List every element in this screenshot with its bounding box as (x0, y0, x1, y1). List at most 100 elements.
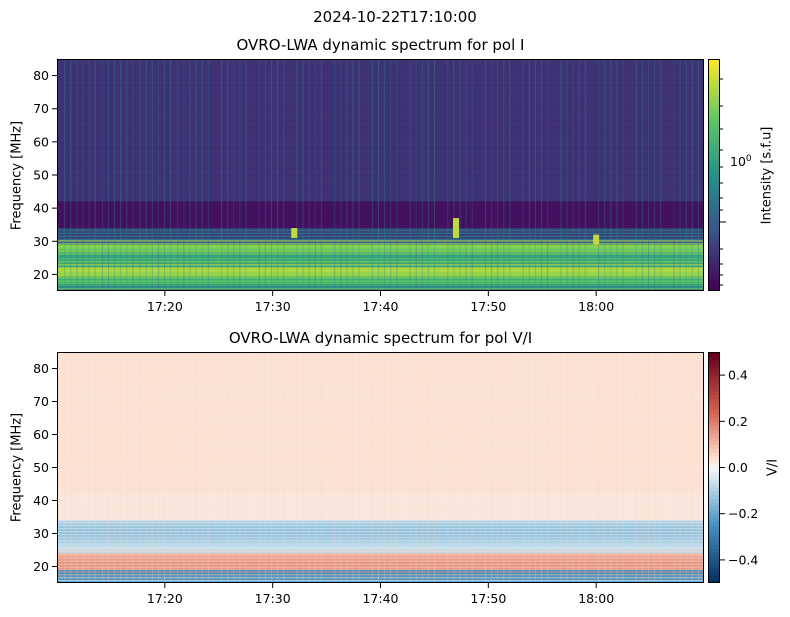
heatmap-striation (616, 352, 618, 583)
heatmap-striation (145, 59, 147, 291)
colorbar-segment (708, 475, 720, 480)
heatmap-streak (57, 440, 704, 442)
panel2-title: OVRO-LWA dynamic spectrum for pol V/I (228, 329, 533, 347)
heatmap-streak (57, 99, 704, 102)
heatmap-striation (660, 59, 662, 291)
heatmap-striation (245, 59, 247, 291)
heatmap-striation (334, 59, 336, 291)
heatmap-striation (101, 352, 103, 583)
heatmap-streak (57, 168, 704, 171)
colorbar-segment (708, 525, 720, 530)
heatmap-streak (57, 493, 704, 496)
heatmap-striation (314, 59, 316, 291)
panel2-colorbar-label: V/I (765, 458, 781, 477)
heatmap-streak (57, 123, 704, 126)
heatmap-streak (57, 357, 704, 359)
heatmap-striation (610, 352, 612, 583)
x-tick-label: 18:00 (578, 299, 614, 314)
heatmap-streak (57, 529, 704, 531)
heatmap-striation (70, 352, 72, 583)
heatmap-striation (447, 352, 449, 583)
heatmap-streak (57, 114, 704, 117)
heatmap-streak (57, 360, 704, 362)
heatmap-striation (120, 352, 122, 583)
heatmap-striation (528, 352, 530, 583)
colorbar-segment (708, 248, 720, 253)
heatmap-streak (57, 171, 704, 174)
heatmap-streak (57, 275, 704, 278)
heatmap-striation (340, 352, 342, 583)
colorbar-segment (708, 132, 720, 137)
colorbar-tick-label: −0.2 (728, 506, 758, 521)
heatmap-streak (57, 61, 704, 63)
heatmap-streak (57, 579, 704, 582)
colorbar-segment (708, 113, 720, 118)
heatmap-streak (57, 252, 704, 254)
panel1-colorbar-tick-base: 10 (730, 154, 746, 170)
heatmap-streak (57, 550, 704, 552)
colorbar-segment (708, 352, 720, 357)
heatmap-streak (57, 76, 704, 78)
heatmap-streak (57, 117, 704, 120)
colorbar-segment (708, 120, 720, 126)
heatmap-striation (258, 352, 260, 583)
heatmap-streak (57, 150, 704, 153)
colorbar-segment (708, 563, 720, 569)
heatmap-streak (57, 138, 704, 141)
heatmap-streak (57, 570, 704, 573)
heatmap-streak (57, 231, 704, 233)
panel1-colorbar-tick-label: 100 (730, 154, 752, 169)
colorbar-segment (708, 355, 720, 361)
heatmap-striation (541, 59, 542, 291)
heatmap-streak (57, 368, 704, 371)
heatmap-streak (57, 219, 704, 221)
heatmap-streak (57, 180, 704, 182)
heatmap-striation (139, 352, 141, 583)
colorbar-segment (708, 233, 720, 238)
colorbar-segment (708, 444, 720, 449)
heatmap-streak (57, 404, 704, 407)
heatmap-striation (654, 59, 656, 291)
heatmap-streak (57, 425, 704, 427)
heatmap-striation (101, 59, 103, 291)
panel1-heatmap (57, 59, 704, 291)
heatmap-striation (384, 59, 386, 291)
heatmap-band-4 (57, 352, 704, 494)
heatmap-striation (201, 352, 203, 583)
heatmap-streak (57, 67, 704, 69)
heatmap-streak (57, 567, 704, 570)
heatmap-streak (57, 174, 704, 176)
heatmap-streak (57, 413, 704, 416)
heatmap-striation (610, 59, 612, 291)
heatmap-striation (641, 352, 643, 583)
colorbar-segment (708, 89, 720, 95)
heatmap-streak (57, 90, 704, 93)
heatmap-striation (271, 352, 272, 583)
heatmap-striation (534, 352, 536, 583)
panel2-colorbar-ticks: 0.4 0.2 0.0 −0.2 −0.4 (720, 368, 758, 567)
colorbar-segment (708, 378, 720, 384)
colorbar-segment (708, 97, 720, 103)
heatmap-striation (547, 352, 549, 583)
heatmap-band-3 (57, 493, 704, 521)
colorbar-segment (708, 117, 720, 122)
heatmap-streak (57, 523, 704, 525)
heatmap-striation (264, 352, 266, 583)
heatmap-striation (352, 352, 354, 583)
heatmap-striation (566, 59, 568, 291)
colorbar-segment (708, 536, 720, 542)
heatmap-striation (233, 59, 235, 291)
colorbar-segment (708, 236, 720, 242)
heatmap-striation (384, 352, 386, 583)
heatmap-striation (635, 59, 637, 291)
colorbar-segment (708, 413, 720, 419)
y-tick-label: 20 (33, 559, 49, 574)
heatmap-striation (578, 352, 580, 583)
heatmap-striation (648, 352, 649, 583)
heatmap-striation (108, 59, 109, 291)
heatmap-streak (57, 472, 704, 475)
colorbar-segment (708, 463, 720, 469)
colorbar-segment (708, 144, 720, 149)
x-tick-label: 17:50 (470, 591, 506, 606)
panel2-colorbar (708, 352, 720, 583)
